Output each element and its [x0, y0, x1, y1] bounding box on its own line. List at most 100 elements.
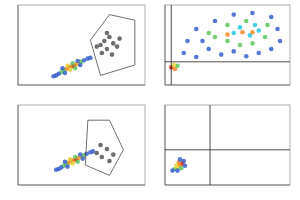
- marks: [54, 120, 124, 175]
- plot-frame: [18, 105, 145, 185]
- event-point: [98, 143, 103, 148]
- event-point: [181, 51, 186, 56]
- event-point: [250, 11, 255, 16]
- event-point: [225, 39, 230, 44]
- event-point: [275, 27, 280, 32]
- event-point: [244, 54, 249, 59]
- event-point: [56, 72, 61, 77]
- event-point: [60, 66, 65, 71]
- event-point: [68, 157, 73, 162]
- marks: [165, 105, 290, 185]
- event-point: [111, 152, 116, 157]
- event-point: [175, 168, 180, 173]
- event-point: [256, 51, 261, 56]
- y-axis: [18, 105, 19, 185]
- y-axis: [165, 5, 166, 85]
- event-point: [105, 147, 110, 152]
- event-point: [240, 30, 245, 35]
- quadrant-horizontal: [165, 61, 290, 62]
- y-axis: [165, 105, 166, 185]
- event-point: [206, 31, 211, 36]
- marks: [165, 5, 290, 85]
- quadrant-horizontal: [165, 149, 290, 150]
- event-point: [244, 19, 249, 24]
- panel: [18, 105, 145, 185]
- event-point: [65, 64, 70, 69]
- plot-frame: [165, 5, 290, 85]
- event-point: [51, 74, 56, 79]
- y-axis: [18, 5, 19, 85]
- x-axis: [18, 185, 145, 186]
- event-point: [111, 41, 116, 46]
- event-point: [68, 68, 73, 73]
- event-point: [253, 23, 258, 28]
- event-point: [75, 160, 80, 165]
- plot-frame: [165, 105, 290, 185]
- event-point: [171, 63, 176, 68]
- event-point: [269, 47, 274, 52]
- event-point: [117, 36, 122, 41]
- event-point: [110, 52, 115, 57]
- panel: [165, 105, 290, 185]
- panel: [165, 5, 290, 85]
- event-point: [107, 159, 112, 164]
- event-point: [206, 47, 211, 52]
- figure: [0, 0, 300, 200]
- event-point: [88, 56, 93, 61]
- quadrant-vertical: [210, 105, 211, 185]
- event-point: [78, 63, 83, 68]
- panel: [18, 5, 145, 85]
- event-point: [105, 31, 110, 36]
- event-point: [73, 155, 78, 160]
- event-point: [174, 164, 179, 169]
- event-point: [102, 39, 107, 44]
- event-point: [178, 157, 183, 162]
- event-point: [78, 152, 83, 157]
- x-axis: [165, 185, 290, 186]
- gate: [90, 15, 134, 76]
- event-point: [265, 23, 270, 28]
- event-point: [100, 155, 105, 160]
- event-point: [213, 19, 218, 24]
- x-axis: [18, 85, 145, 86]
- event-point: [75, 59, 80, 64]
- event-point: [238, 43, 243, 48]
- event-point: [80, 156, 85, 161]
- event-point: [269, 15, 274, 20]
- event-point: [185, 39, 190, 44]
- event-point: [231, 31, 236, 36]
- event-point: [219, 52, 224, 57]
- event-point: [54, 168, 59, 173]
- event-point: [194, 27, 199, 32]
- gate: [85, 120, 123, 175]
- event-point: [183, 164, 188, 169]
- event-point: [70, 161, 75, 166]
- event-point: [105, 47, 110, 52]
- event-point: [94, 151, 99, 156]
- event-point: [94, 44, 99, 49]
- event-point: [115, 44, 120, 49]
- event-point: [63, 160, 68, 165]
- quadrant-vertical: [171, 5, 172, 85]
- event-point: [70, 61, 75, 66]
- event-point: [225, 32, 230, 37]
- event-point: [231, 12, 236, 17]
- event-point: [73, 66, 78, 71]
- event-point: [250, 41, 255, 46]
- event-point: [194, 55, 199, 60]
- plot-frame: [18, 5, 145, 85]
- event-point: [250, 30, 255, 35]
- event-point: [63, 71, 68, 76]
- marks: [51, 15, 135, 79]
- event-point: [263, 35, 268, 40]
- event-point: [225, 23, 230, 28]
- event-point: [200, 39, 205, 44]
- event-point: [231, 49, 236, 54]
- event-point: [59, 165, 64, 170]
- event-point: [238, 25, 243, 30]
- event-point: [213, 35, 218, 40]
- event-point: [100, 51, 105, 56]
- event-point: [65, 164, 70, 169]
- event-point: [170, 168, 175, 173]
- event-point: [107, 35, 112, 40]
